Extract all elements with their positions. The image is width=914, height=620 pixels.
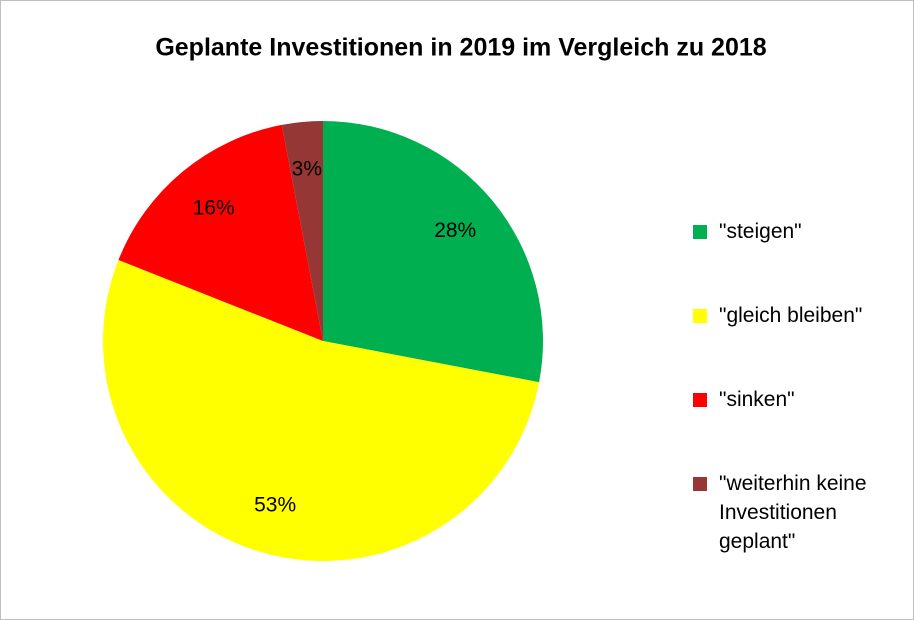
legend-swatch (693, 477, 707, 491)
legend-label: "gleich bleiben" (719, 304, 863, 327)
legend-label: "steigen" (719, 220, 802, 243)
legend-label: "weiterhin keine Investitionen geplant" (719, 472, 867, 553)
legend-swatch (693, 309, 707, 323)
pie-slice (102, 260, 540, 562)
legend: "steigen" "gleich bleiben" "sinken" "weiter… (693, 217, 908, 611)
pie-slice (323, 121, 543, 383)
data-label: 16% (193, 196, 235, 219)
legend-swatch (693, 393, 707, 407)
legend-item: "weiterhin keine Investitionen geplant" (693, 469, 908, 556)
legend-item: "gleich bleiben" (693, 301, 908, 330)
pie-slice (118, 124, 323, 341)
legend-item: "steigen" (693, 217, 908, 246)
data-label: 3% (292, 158, 322, 181)
data-label: 53% (254, 493, 296, 516)
legend-item: "sinken" (693, 385, 908, 414)
pie-slice (281, 121, 323, 341)
chart-title: Geplante Investitionen in 2019 im Vergle… (155, 34, 766, 62)
legend-swatch (693, 225, 707, 239)
data-label: 28% (434, 219, 476, 242)
legend-label: "sinken" (719, 388, 795, 411)
